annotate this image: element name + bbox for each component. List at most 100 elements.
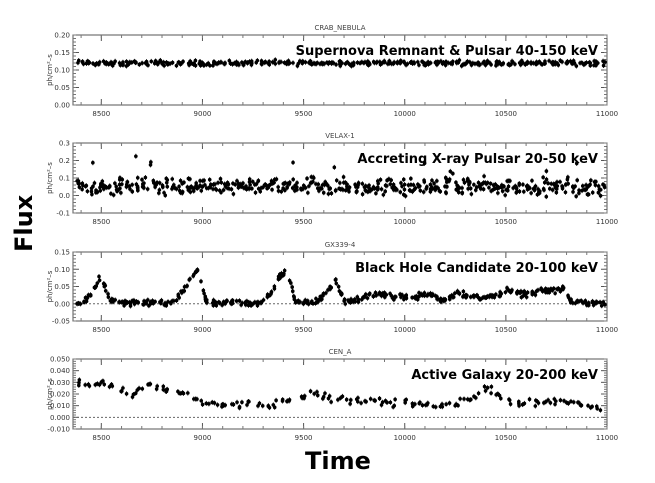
data-point	[169, 301, 173, 306]
data-point	[547, 59, 551, 63]
data-point	[541, 187, 546, 191]
data-point	[368, 62, 372, 67]
data-point	[490, 295, 494, 299]
data-point	[125, 180, 130, 184]
data-point	[270, 187, 274, 192]
data-point	[122, 303, 126, 308]
data-point	[81, 62, 86, 66]
data-point	[379, 403, 384, 407]
data-point	[334, 178, 339, 183]
data-point	[130, 183, 134, 187]
data-point	[448, 169, 453, 174]
data-point	[517, 183, 522, 187]
data-point	[428, 189, 433, 194]
data-point	[199, 279, 203, 284]
data-point	[200, 402, 205, 407]
data-point	[154, 182, 159, 187]
data-point	[353, 182, 357, 187]
data-point	[259, 300, 264, 305]
data-point	[420, 403, 425, 408]
data-point	[539, 286, 543, 291]
data-point	[462, 180, 467, 185]
y-tick-label: 0.00	[54, 300, 70, 308]
data-point	[584, 60, 589, 65]
data-point	[598, 187, 603, 192]
data-point	[291, 177, 295, 182]
data-point	[553, 60, 558, 64]
data-point	[391, 405, 395, 409]
panel-velax-1: VELAX-1 ph/cm²–s -0.1 0.0 0.1 0.2 0.3 8500 9000 9…	[46, 132, 618, 226]
data-point	[95, 281, 100, 285]
data-point	[472, 182, 476, 187]
data-point	[489, 384, 494, 389]
y-tick-label: 0.10	[54, 266, 70, 274]
data-point	[87, 60, 92, 65]
data-point	[257, 401, 262, 406]
x-axis-label: Time	[305, 447, 371, 475]
data-point	[293, 183, 298, 188]
data-point	[465, 179, 470, 183]
panel-annotation: Supernova Remnant & Pulsar 40-150 keV	[296, 44, 598, 59]
data-point	[150, 301, 154, 305]
data-point	[437, 189, 442, 193]
data-point	[221, 188, 226, 192]
data-point	[133, 391, 138, 395]
data-point	[439, 298, 444, 303]
data-point	[198, 59, 202, 64]
data-point	[119, 191, 123, 195]
data-point	[140, 177, 144, 182]
data-point	[422, 161, 427, 166]
data-point	[80, 181, 85, 186]
data-point	[260, 404, 265, 408]
data-point	[193, 58, 198, 63]
data-point	[216, 181, 220, 185]
data-point	[113, 59, 117, 64]
data-point	[246, 303, 251, 308]
x-tick-label: 8500	[92, 326, 110, 334]
data-point	[176, 60, 181, 65]
data-point	[544, 169, 549, 173]
data-point	[558, 58, 563, 63]
data-point	[134, 60, 138, 65]
data-point	[340, 394, 345, 399]
data-point	[583, 298, 588, 303]
data-point	[447, 297, 452, 302]
data-point	[499, 185, 504, 190]
data-point	[290, 289, 295, 294]
data-point	[220, 303, 224, 307]
data-point	[554, 190, 559, 195]
data-point	[245, 403, 249, 407]
data-point	[593, 60, 598, 65]
data-point	[346, 187, 351, 191]
y-tick-label: -0.1	[56, 210, 70, 218]
data-point	[166, 62, 171, 66]
data-point	[274, 398, 278, 403]
data-point	[524, 295, 529, 299]
data-point	[199, 188, 204, 193]
y-tick-label: 0.010	[50, 402, 70, 410]
data-point	[418, 188, 423, 193]
data-point	[392, 185, 396, 189]
data-point	[566, 401, 571, 406]
data-point	[247, 180, 252, 184]
data-point	[322, 62, 326, 66]
data-point	[157, 188, 162, 192]
data-point	[482, 384, 487, 389]
data-point	[97, 274, 101, 279]
data-point	[435, 295, 439, 299]
data-points	[75, 153, 607, 200]
data-point	[103, 289, 108, 293]
data-point	[541, 175, 545, 180]
data-point	[229, 187, 234, 191]
x-tick-label: 10000	[394, 110, 416, 118]
data-point	[287, 278, 292, 283]
data-point	[142, 299, 146, 303]
data-point	[203, 183, 207, 187]
data-point	[219, 60, 223, 65]
data-point	[93, 62, 98, 67]
data-point	[282, 268, 287, 273]
data-point	[107, 184, 112, 188]
data-point	[177, 184, 181, 189]
panel-crab_nebula: CRAB_NEBULA ph/cm²–s 0.00 0.05 0.10 0.15 0.20 8…	[46, 24, 618, 118]
data-point	[258, 189, 263, 194]
